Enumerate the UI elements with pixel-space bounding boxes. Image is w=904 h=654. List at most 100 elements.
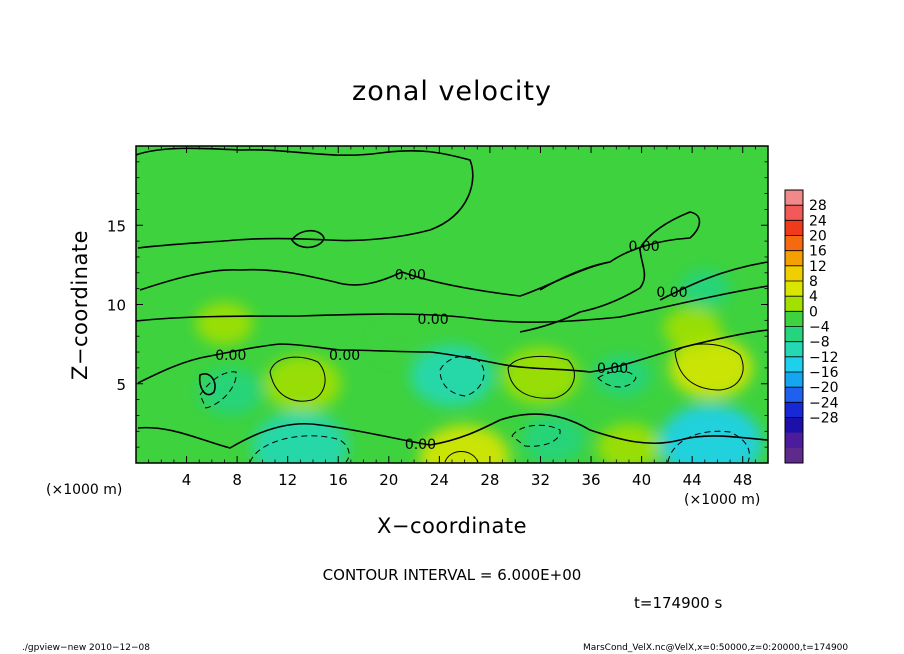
x-tick-label-44: 44	[683, 471, 702, 489]
colorbar-band-0	[785, 190, 803, 206]
contour-interval-text: CONTOUR INTERVAL = 6.000E+00	[322, 566, 582, 584]
x-tick-label-12: 12	[278, 471, 297, 489]
x-tick-label-20: 20	[379, 471, 398, 489]
x-unit-label-right: (×1000 m)	[684, 492, 761, 508]
field-feature-3	[419, 425, 510, 463]
contour-label-7: 0.00	[405, 437, 436, 453]
contour-pos-4	[444, 451, 479, 463]
colorbar-band-1	[785, 205, 803, 221]
x-tick-label-8: 8	[232, 471, 242, 489]
contour-positive	[269, 343, 744, 463]
x-tick-label-32: 32	[531, 471, 550, 489]
colorbar-band-6	[785, 281, 803, 297]
contour-zero-upper-left	[139, 268, 403, 291]
colorbar-label-2: 20	[809, 229, 827, 245]
contour-zero-upper-right	[401, 211, 701, 333]
contour-label-2: 0.00	[417, 312, 448, 328]
field-feature-4	[597, 423, 661, 463]
footer-left: ./gpview−new 2010−12−08	[22, 643, 150, 653]
contour-small-loop-1	[291, 229, 325, 249]
contour-small-loop-2	[198, 373, 216, 396]
contour-zero-right	[539, 261, 768, 301]
field-feature-10	[594, 354, 652, 398]
colorbar-label-6: 4	[809, 289, 818, 305]
colorbar-band-10	[785, 341, 803, 358]
field-feature-8	[521, 415, 585, 463]
contour-pos-3	[674, 343, 744, 391]
x-tick-label-28: 28	[480, 471, 499, 489]
colorbar-band-3	[785, 235, 803, 251]
colorbar-label-12: −20	[809, 380, 839, 396]
colorbar-label-5: 8	[809, 274, 818, 290]
contour-neg-5	[199, 371, 237, 409]
field-feature-0	[264, 355, 342, 413]
field-features	[195, 269, 763, 463]
x-tick-label-24: 24	[430, 471, 449, 489]
colorbar-band-9	[785, 326, 803, 342]
colorbar-band-11	[785, 356, 803, 373]
colorbar-band-14	[785, 402, 803, 418]
field-feature-6	[252, 411, 349, 463]
colorbar-label-14: −28	[809, 411, 839, 427]
colorbar-band-4	[785, 250, 803, 267]
colorbar-label-9: −8	[809, 335, 830, 351]
y-tick-label-5: 5	[116, 376, 126, 394]
contour-label-5: 0.00	[656, 285, 687, 301]
x-unit-label-left: (×1000 m)	[46, 482, 123, 498]
contour-label-6: 0.00	[629, 239, 660, 255]
colorbar-label-1: 24	[809, 213, 827, 229]
contour-label-0: 0.00	[215, 348, 246, 364]
y-tick-label-15: 15	[107, 217, 126, 235]
colorbar-band-16	[785, 432, 803, 449]
field-feature-11	[679, 269, 731, 308]
contour-neg-3	[667, 430, 750, 463]
colorbar-label-13: −24	[809, 395, 839, 411]
field-feature-9	[198, 368, 263, 416]
colorbar-band-5	[785, 265, 803, 282]
contour-zero-mid	[136, 285, 768, 323]
field-feature-5	[410, 345, 494, 407]
x-tick-label-36: 36	[581, 471, 600, 489]
colorbar-band-12	[785, 372, 803, 388]
footer-right: MarsCond_VelX.nc@VelX,x=0:50000,z=0:2000…	[583, 643, 849, 653]
colorbar-band-17	[785, 447, 803, 464]
contour-neg-1	[439, 355, 485, 397]
colorbar-label-11: −16	[809, 365, 839, 381]
colorbar-label-3: 16	[809, 244, 827, 260]
time-label: t=174900 s	[634, 594, 723, 612]
contour-label-1: 0.00	[329, 348, 360, 364]
y-tick-label-10: 10	[107, 297, 126, 315]
colorbar-label-0: 28	[809, 198, 827, 214]
colorbar-label-4: 12	[809, 259, 827, 275]
contour-labels: 0.00 0.00 0.00 0.00 0.00 0.00 0.00 0.00	[215, 239, 687, 453]
field-feature-14	[663, 307, 721, 350]
colorbar-band-7	[785, 296, 803, 312]
contour-pos-2	[507, 356, 575, 399]
field-feature-13	[195, 302, 254, 345]
contour-label-4: 0.00	[597, 361, 628, 377]
contour-label-3: 0.00	[395, 267, 426, 283]
x-tick-label-48: 48	[733, 471, 752, 489]
colorbar-band-8	[785, 311, 803, 327]
chart-title: zonal velocity	[352, 76, 552, 107]
x-axis: 4 8 12 16 20 24 28 32 36 40 44 48	[148, 146, 756, 489]
x-tick-label-40: 40	[632, 471, 651, 489]
x-axis-label: X−coordinate	[377, 514, 527, 538]
contour-zero-bottom	[137, 413, 768, 449]
x-tick-label-4: 4	[182, 471, 192, 489]
colorbar-band-15	[785, 417, 803, 433]
contour-neg-6	[597, 370, 637, 388]
contour-neg-2	[249, 435, 350, 463]
y-axis-label: Z−coordinate	[68, 230, 92, 380]
colorbar-label-10: −12	[809, 350, 839, 366]
colorbar-band-2	[785, 220, 803, 236]
contour-zero-top	[136, 147, 474, 249]
contour-pos-1	[269, 356, 326, 402]
contour-neg-4	[511, 424, 561, 447]
contour-negative	[199, 355, 750, 463]
y-axis: 5 10 15	[107, 161, 768, 448]
contour-zero-low	[137, 329, 768, 384]
field-feature-2	[669, 337, 753, 399]
